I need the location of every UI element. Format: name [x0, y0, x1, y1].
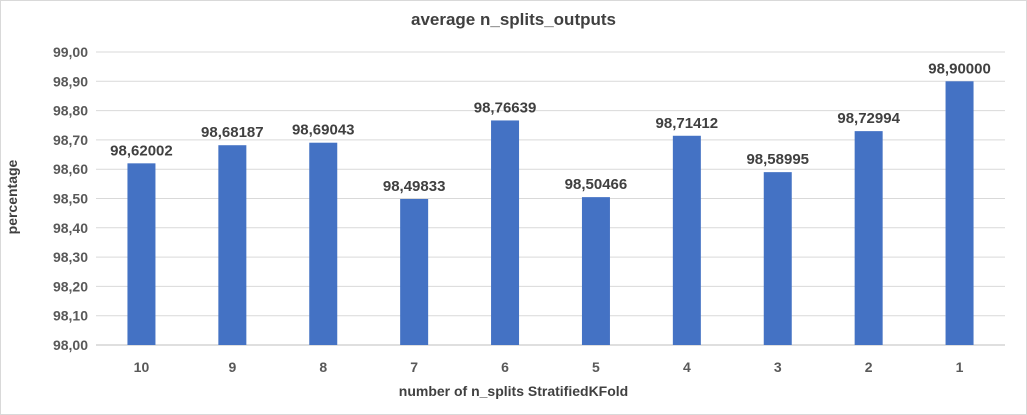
y-tick-label: 98,20 — [53, 278, 88, 294]
y-tick-label: 98,40 — [53, 220, 88, 236]
bar — [400, 198, 429, 345]
x-tick-labels: 10 9 8 7 6 5 4 3 2 1 — [134, 359, 964, 375]
chart-title: average n_splits_outputs — [410, 10, 616, 29]
data-label: 98,49833 — [383, 178, 446, 195]
data-label: 98,76639 — [474, 99, 537, 116]
x-tick-label: 3 — [774, 359, 782, 375]
bar — [491, 120, 520, 346]
x-tick-label: 2 — [865, 359, 873, 375]
bar — [763, 172, 792, 345]
data-label: 98,62002 — [110, 142, 173, 159]
x-tick-label: 5 — [592, 359, 600, 375]
data-label: 98,68187 — [201, 124, 264, 141]
bar — [672, 135, 701, 345]
y-tick-label: 98,90 — [53, 73, 88, 89]
data-label: 98,71412 — [656, 115, 719, 132]
y-tick-label: 98,60 — [53, 161, 88, 177]
bar — [581, 197, 610, 345]
y-tick-label: 98,50 — [53, 191, 88, 207]
y-tick-label: 98,10 — [53, 308, 88, 324]
bar — [218, 145, 247, 345]
y-tick-label: 98,00 — [53, 337, 88, 353]
data-label: 98,69043 — [292, 122, 355, 139]
data-label: 98,90000 — [928, 60, 991, 77]
x-tick-label: 8 — [319, 359, 327, 375]
x-tick-label: 6 — [501, 359, 509, 375]
x-tick-label: 4 — [683, 359, 691, 375]
bar — [127, 163, 156, 345]
y-tick-label: 98,80 — [53, 103, 88, 119]
y-tick-label: 98,70 — [53, 132, 88, 148]
y-tick-label: 99,00 — [53, 44, 88, 60]
data-labels: 98,62002 98,68187 98,69043 98,49833 98,76639… — [110, 60, 991, 195]
x-axis-title: number of n_splits StratifiedKFold — [398, 383, 629, 399]
data-label: 98,58995 — [746, 151, 809, 168]
y-tick-labels: 98,00 98,10 98,20 98,30 98,40 98,50 98,60 98,70… — [53, 44, 88, 353]
bar — [854, 131, 883, 345]
bar — [309, 142, 338, 345]
y-tick-label: 98,30 — [53, 249, 88, 265]
data-label: 98,72994 — [837, 110, 900, 127]
x-tick-label: 10 — [134, 359, 150, 375]
gridlines — [96, 51, 1005, 346]
data-label: 98,50466 — [565, 176, 628, 193]
x-tick-label: 1 — [956, 359, 964, 375]
bar — [945, 81, 974, 346]
bars — [127, 81, 974, 346]
x-tick-label: 7 — [410, 359, 418, 375]
x-tick-label: 9 — [228, 359, 236, 375]
